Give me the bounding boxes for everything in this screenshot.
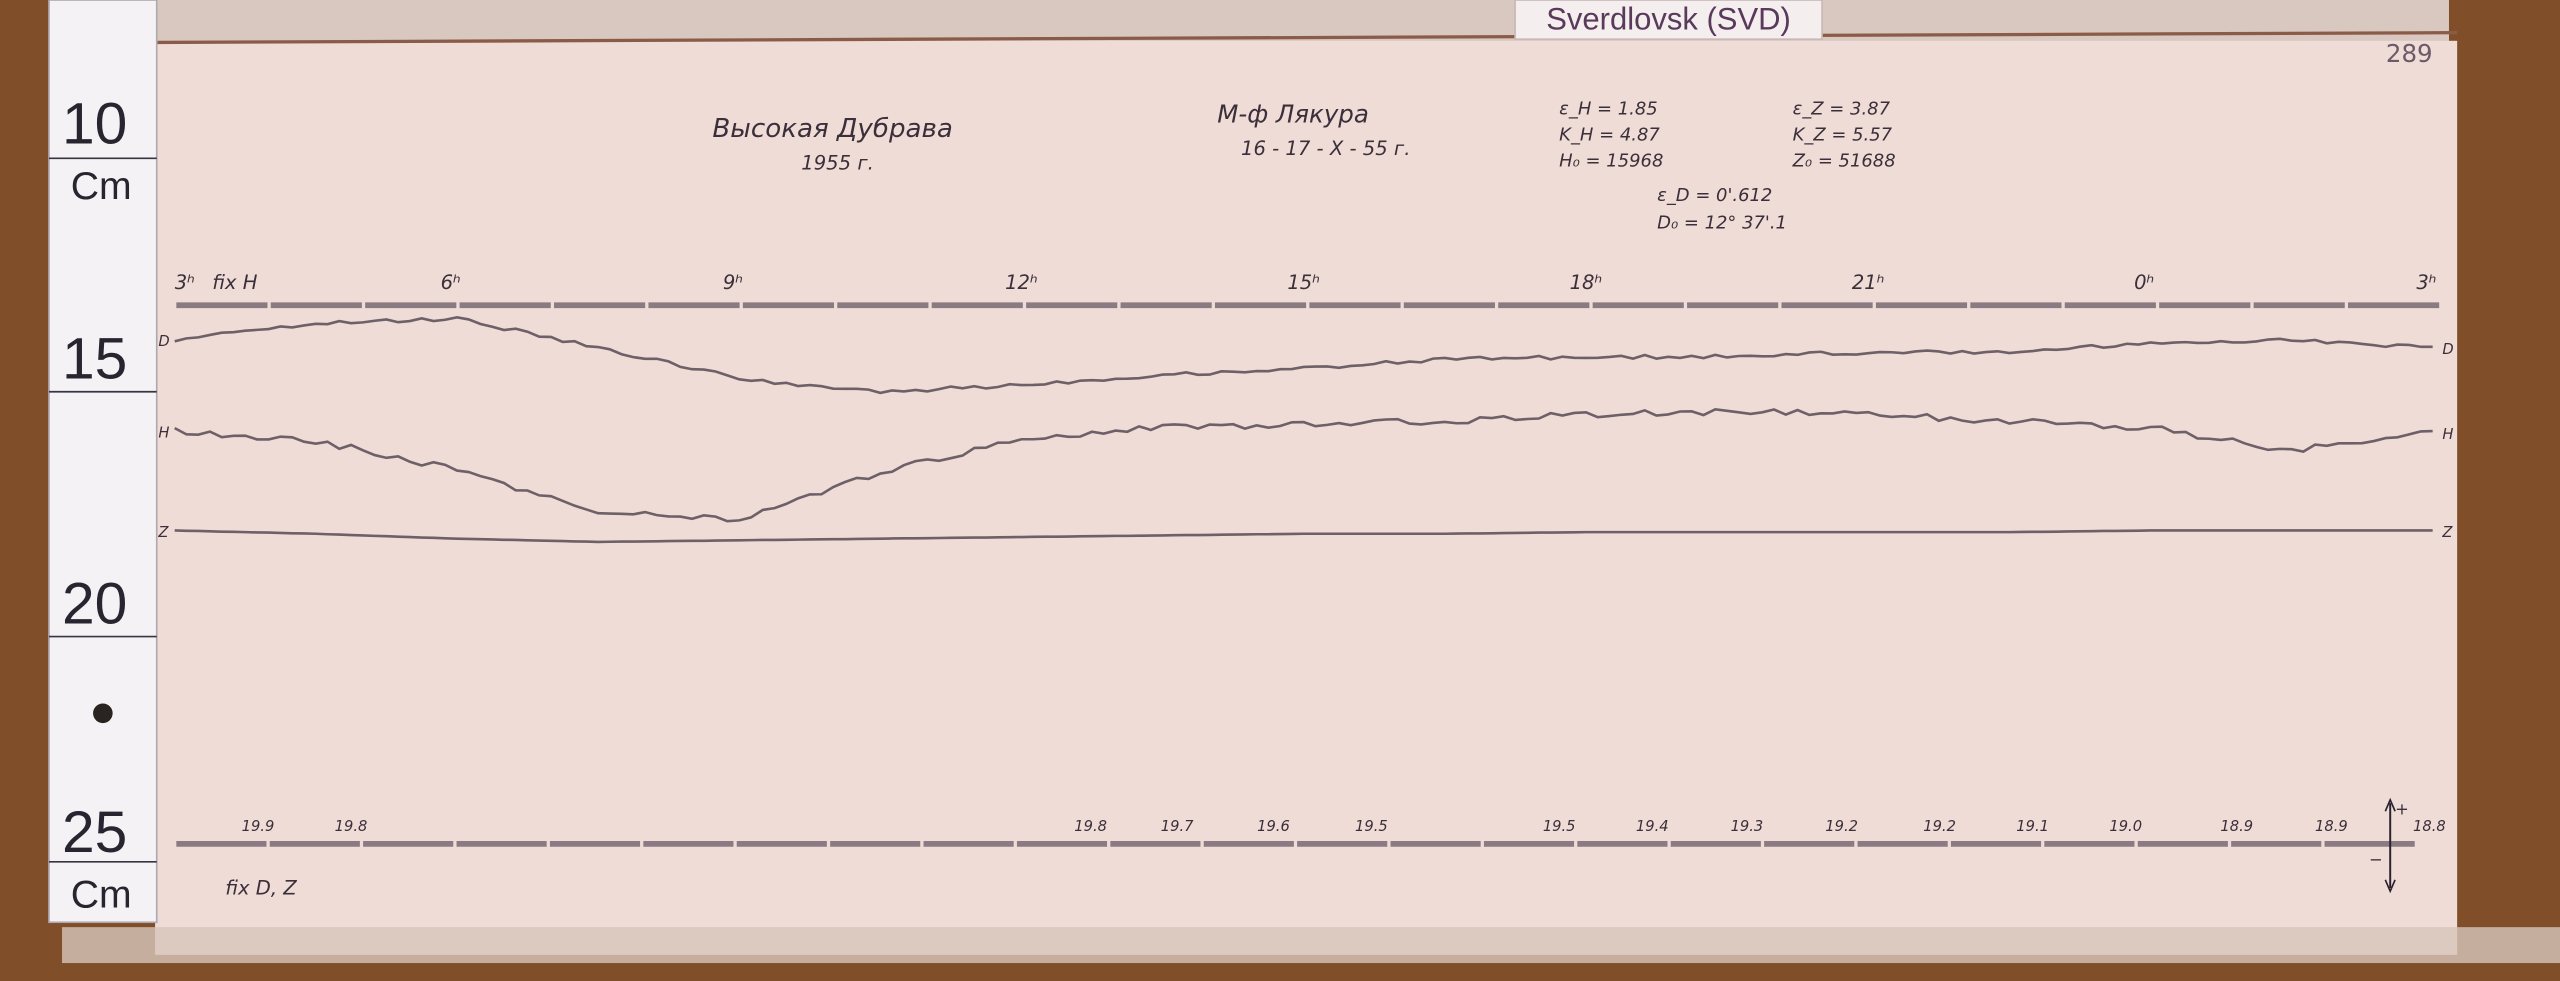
trace-d xyxy=(174,315,2433,395)
polarity-minus: − xyxy=(2369,850,2383,869)
hour-label: 6ʰ xyxy=(441,271,461,294)
temperature-label: 19.5 xyxy=(1355,818,1388,835)
year: 1955 г. xyxy=(801,152,874,175)
temperature-label: 18.9 xyxy=(2315,818,2348,835)
temperature-label: 19.5 xyxy=(1543,818,1576,835)
temperature-label: 18.9 xyxy=(2220,818,2253,835)
polarity-plus: + xyxy=(2395,800,2409,819)
station-tag-text: Sverdlovsk (SVD) xyxy=(1546,1,1791,36)
trace-label-z: Z xyxy=(2441,524,2453,541)
trace-label-left-z: Z xyxy=(157,524,169,541)
fix-dz-label: fix D, Z xyxy=(225,876,297,899)
bottom-frame xyxy=(62,927,2560,964)
hour-label: 12ʰ xyxy=(1005,271,1038,294)
constant-eps-h: ε_H = 1.85 xyxy=(1559,98,1658,119)
instrument: М-ф Лякура xyxy=(1217,99,1369,128)
trace-h xyxy=(174,408,2433,523)
constant-z0: Z₀ = 51688 xyxy=(1792,150,1896,171)
hour-label: 0ʰ xyxy=(2134,271,2154,294)
temperature-label: 19.9 xyxy=(242,818,275,835)
constant-eps-z: ε_Z = 3.87 xyxy=(1793,98,1891,119)
temperature-label: 19.8 xyxy=(335,818,368,835)
trace-label-left-h: H xyxy=(158,424,169,441)
fix-h-label: fix H xyxy=(212,271,257,294)
ruler-label-cm-top: Cm xyxy=(71,165,132,208)
arrow-down-head xyxy=(2384,879,2396,894)
hour-label: 21ʰ xyxy=(1852,271,1885,294)
constant-k-z: K_Z = 5.57 xyxy=(1793,124,1893,145)
ruler xyxy=(48,0,158,924)
magnetogram-paper xyxy=(155,40,2458,955)
trace-label-left-d: D xyxy=(158,333,169,350)
ruler-label-10: 10 xyxy=(62,92,127,157)
temperature-label: 19.0 xyxy=(2109,818,2142,835)
temperature-label: 19.2 xyxy=(1923,818,1956,835)
page-number: 289 xyxy=(2386,39,2433,68)
ruler-ticks xyxy=(48,157,157,863)
temperature-label: 18.8 xyxy=(2413,818,2446,835)
hour-labels: 3ʰ 6ʰ 9ʰ 12ʰ 15ʰ 18ʰ 21ʰ 0ʰ 3ʰ xyxy=(175,271,2437,294)
ruler-label-25: 25 xyxy=(62,800,127,865)
station-tag xyxy=(1514,0,1823,40)
hour-label: 3ʰ xyxy=(2416,271,2436,294)
place-name: Высокая Дубрава xyxy=(712,114,953,144)
ruler-label-cm-bottom: Cm xyxy=(71,874,132,917)
paper-top-edge xyxy=(155,31,2458,45)
ruler-label-20: 20 xyxy=(62,572,127,637)
arrow-up-head xyxy=(2384,797,2396,812)
temperature-label: 19.1 xyxy=(2016,818,2049,835)
temperature-labels: 19.9 19.8 19.8 19.7 19.6 19.5 19.5 19.4 19.3 19.2… xyxy=(242,818,2446,835)
ruler-label-15: 15 xyxy=(62,327,127,392)
hour-label: 3ʰ xyxy=(175,271,195,294)
temperature-label: 19.4 xyxy=(1636,818,1669,835)
hour-label: 9ʰ xyxy=(723,271,743,294)
constant-k-h: K_H = 4.87 xyxy=(1559,124,1660,145)
temperature-label: 19.6 xyxy=(1257,818,1290,835)
traces: D D H H Z Z xyxy=(157,315,2454,544)
trace-label-h: H xyxy=(2442,426,2453,443)
hour-label: 18ʰ xyxy=(1570,271,1603,294)
constant-d0: D₀ = 12° 37'.1 xyxy=(1657,213,1787,234)
trace-label-d: D xyxy=(2442,341,2453,358)
constant-h0: H₀ = 15968 xyxy=(1559,150,1663,171)
ruler-hole xyxy=(93,703,113,724)
temperature-label: 19.3 xyxy=(1731,818,1764,835)
constant-eps-d: ε_D = 0'.612 xyxy=(1657,185,1772,206)
temperature-label: 19.7 xyxy=(1161,818,1194,835)
temperature-label: 19.2 xyxy=(1825,818,1858,835)
temperature-label: 19.8 xyxy=(1074,818,1107,835)
record-date: 16 - 17 - X - 55 г. xyxy=(1241,137,1410,160)
hour-label: 15ʰ xyxy=(1287,271,1320,294)
